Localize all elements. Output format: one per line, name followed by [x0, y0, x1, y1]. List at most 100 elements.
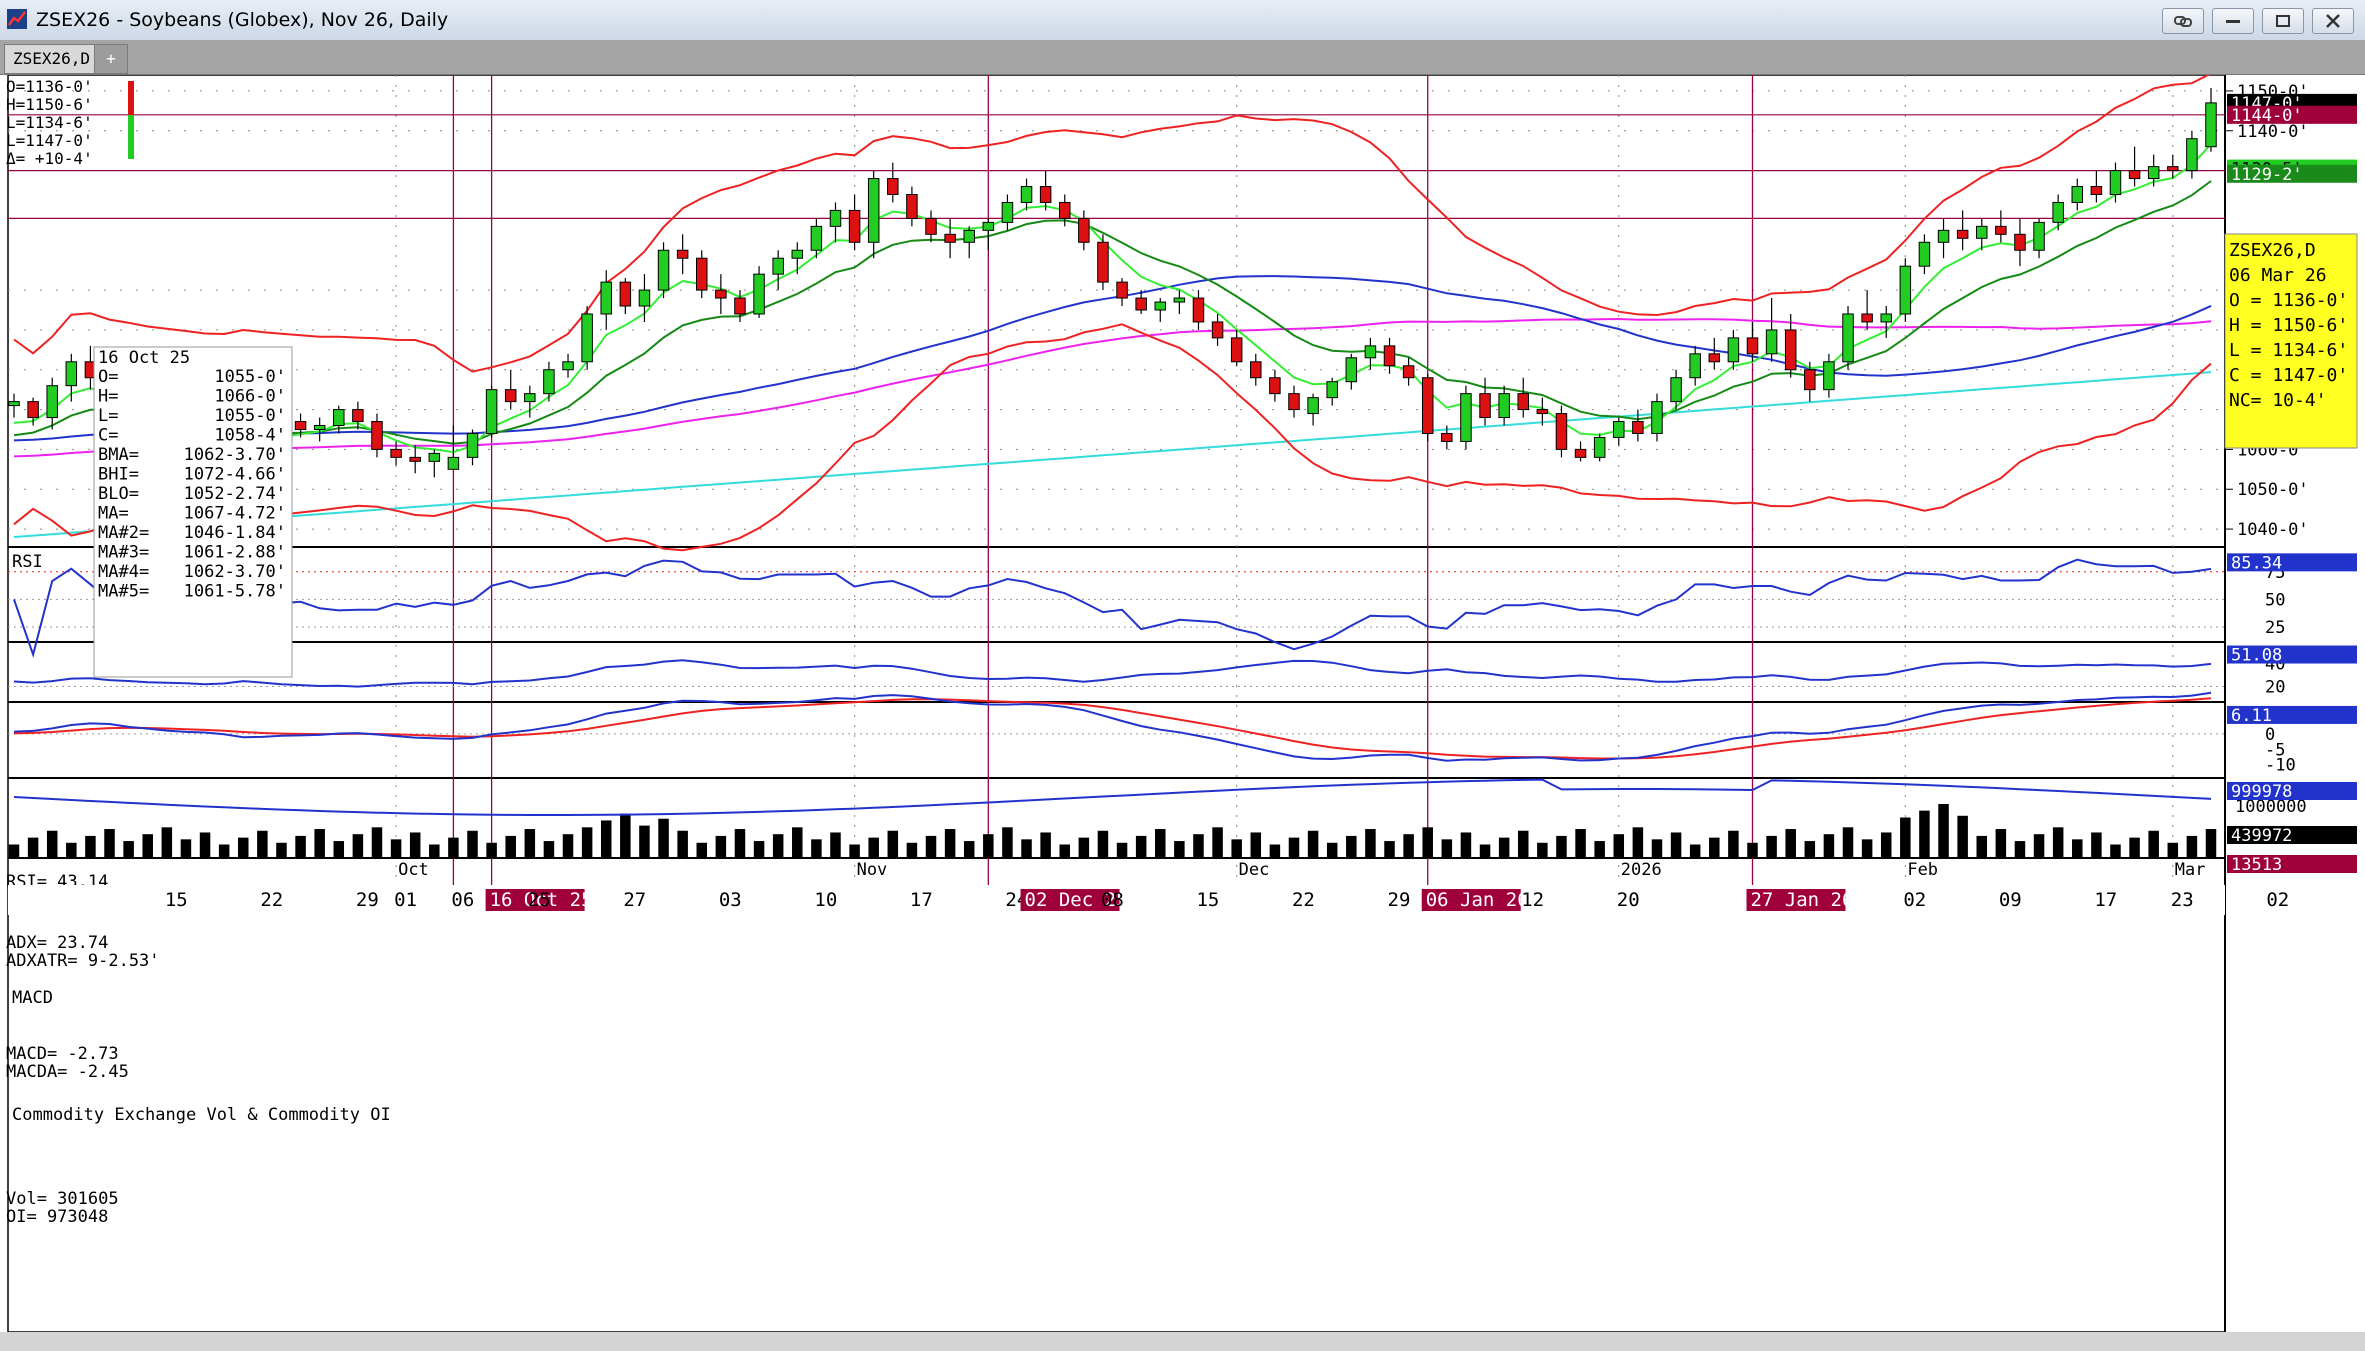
candle [1765, 298, 1778, 362]
volume-bar [1575, 829, 1586, 858]
restore-button[interactable] [2262, 8, 2304, 34]
volume-bar [1174, 841, 1185, 858]
ma-cyan-line [13, 371, 2212, 538]
candle [1899, 258, 1912, 322]
info-row: C = 1147-0' [2229, 365, 2348, 386]
volume-bar [2014, 841, 2026, 858]
candle [2147, 154, 2160, 187]
volume-bar [1097, 830, 1109, 858]
date-label: 08 [1101, 889, 1124, 911]
ohlc-low: L=1134-6' [6, 113, 93, 132]
close-button[interactable] [2312, 8, 2354, 34]
candle [313, 417, 326, 442]
macd-value: MACD= -2.73 [6, 1044, 119, 1064]
volume-bar [505, 835, 516, 858]
candle [1326, 377, 1338, 406]
date-label: 29 [1388, 889, 1411, 911]
volume-bar [944, 829, 956, 858]
volume-bar [2052, 827, 2064, 858]
volume-bar [27, 837, 39, 858]
candle [1173, 290, 1186, 314]
candle [1784, 313, 1797, 378]
cursor-row-value: 1066-0' [214, 387, 286, 407]
candle [848, 194, 861, 251]
volume-bar [180, 839, 192, 858]
cursor-row-key: BMA= [98, 445, 139, 465]
volume-bar [581, 827, 593, 858]
date-label: 22 [1292, 889, 1315, 911]
candle [1460, 385, 1472, 450]
volume-bar [218, 844, 230, 858]
volume-bar [887, 830, 899, 858]
date-label: 10 [814, 889, 837, 911]
volume-bar [658, 818, 669, 858]
date-highlight [485, 889, 585, 911]
cursor-row-value: 1055-0' [214, 367, 286, 387]
candle [562, 353, 574, 378]
candle [1746, 321, 1759, 362]
macd-label: MACD [12, 988, 53, 1008]
volume-bar [772, 834, 784, 858]
cursor-lines [452, 75, 1754, 885]
volume-bar [1517, 830, 1529, 858]
candle [1039, 170, 1052, 211]
minimize-icon [2226, 20, 2240, 23]
rsi-tick-label: 50 [2265, 590, 2285, 610]
cursor-row-value: 1055-0' [214, 406, 286, 426]
cursor-date: 16 Oct 25 [98, 348, 190, 368]
bar-info-box: ZSEX26,D 06 Mar 26 O = 1136-0' H = 1150-6' L… [2224, 233, 2358, 449]
bottom-scroll-bar[interactable] [0, 1332, 2365, 1351]
minimize-button[interactable] [2212, 8, 2254, 34]
bollinger-lower-line [13, 323, 2212, 552]
date-label: 02 [2266, 889, 2289, 911]
date-label: 27 [623, 889, 646, 911]
volume-bar [1556, 835, 1567, 858]
volume-bar [486, 842, 497, 858]
cursor-row-key: L= [98, 406, 118, 426]
candle [1211, 313, 1224, 346]
volume-bar [85, 835, 96, 858]
volume-bar [1861, 839, 1873, 858]
candle [772, 250, 784, 291]
candle [1708, 337, 1721, 370]
tab-zsex26-d[interactable]: ZSEX26,D [4, 44, 100, 74]
link-button[interactable] [2162, 8, 2204, 34]
date-label: 06 Jan 26 [1426, 889, 1529, 911]
price-flag [2227, 164, 2357, 183]
ohlc-open: O=1136-0' [6, 77, 93, 96]
volume-bar [1021, 839, 1032, 858]
volume-bar [792, 827, 803, 858]
window-title-bar: ZSEX26 - Soybeans (Globex), Nov 26, Dail… [0, 0, 2365, 41]
adx-line [13, 659, 2212, 688]
candle [485, 385, 498, 438]
volume-bar [1919, 810, 1930, 858]
candle [2186, 130, 2198, 179]
candle [447, 425, 460, 470]
volume-bar [1728, 830, 1739, 858]
date-label: 29 [356, 889, 379, 911]
candle [867, 170, 880, 259]
candle [1861, 290, 1873, 330]
candle [1441, 425, 1453, 450]
volume-bar [753, 841, 765, 858]
ohlc-summary-box: O=1136-0' H=1150-6' L=1134-6' L=1147-0' … [6, 77, 134, 168]
volume-bar [1059, 844, 1070, 858]
volume-bar [524, 829, 536, 858]
price-tick-label: 1040-0' [2237, 520, 2309, 540]
date-label: 06 [451, 889, 474, 911]
candle [638, 274, 651, 322]
volume-bar [2033, 834, 2045, 858]
candle [1975, 218, 1988, 251]
volume-bar [696, 842, 708, 858]
volume-bar [8, 844, 20, 858]
add-tab-button[interactable]: + [94, 44, 128, 74]
candle [2071, 178, 2084, 211]
volume-bar [1900, 817, 1911, 858]
volume-bar [1460, 832, 1472, 858]
candle [409, 445, 421, 474]
volume-bar [1040, 832, 1051, 858]
volume-bar [677, 830, 688, 858]
candle [734, 290, 746, 322]
close-icon [2326, 14, 2340, 28]
